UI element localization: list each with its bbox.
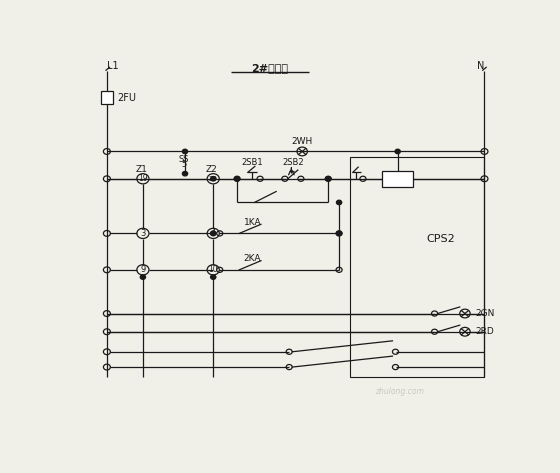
Text: 3: 3: [140, 229, 146, 238]
Text: 2SB1: 2SB1: [241, 158, 263, 167]
Circle shape: [325, 176, 331, 181]
Text: Z1: Z1: [136, 165, 147, 174]
Text: N: N: [477, 61, 484, 71]
Text: 5: 5: [181, 160, 186, 169]
Text: L1: L1: [107, 61, 119, 71]
Text: SS: SS: [179, 155, 189, 164]
Circle shape: [337, 200, 342, 205]
Text: 19: 19: [138, 174, 148, 183]
Circle shape: [337, 231, 342, 236]
Text: 2WH: 2WH: [292, 137, 313, 146]
Text: 10: 10: [208, 265, 218, 274]
Bar: [382, 171, 413, 187]
Circle shape: [211, 231, 216, 236]
Text: 2KA: 2KA: [244, 254, 261, 263]
Circle shape: [395, 149, 400, 154]
Text: CPS2: CPS2: [426, 234, 455, 244]
Circle shape: [235, 176, 240, 181]
Text: 2FU: 2FU: [118, 93, 137, 103]
Text: Z2: Z2: [206, 165, 218, 174]
Circle shape: [183, 172, 188, 176]
Text: zhulong.com: zhulong.com: [375, 387, 424, 396]
Circle shape: [211, 231, 216, 236]
Circle shape: [183, 149, 188, 154]
Circle shape: [141, 275, 146, 279]
Circle shape: [211, 275, 216, 279]
Text: 20: 20: [209, 176, 218, 182]
Text: 4: 4: [211, 229, 216, 238]
Text: 1KA: 1KA: [244, 218, 261, 227]
Bar: [101, 91, 113, 104]
Text: 2GN: 2GN: [476, 309, 495, 318]
Circle shape: [211, 176, 216, 181]
Text: 2RD: 2RD: [476, 327, 494, 336]
Bar: [350, 157, 484, 377]
Text: 9: 9: [141, 265, 146, 274]
Text: 2SB2: 2SB2: [283, 158, 304, 167]
Text: 2#泵控制: 2#泵控制: [251, 63, 288, 73]
